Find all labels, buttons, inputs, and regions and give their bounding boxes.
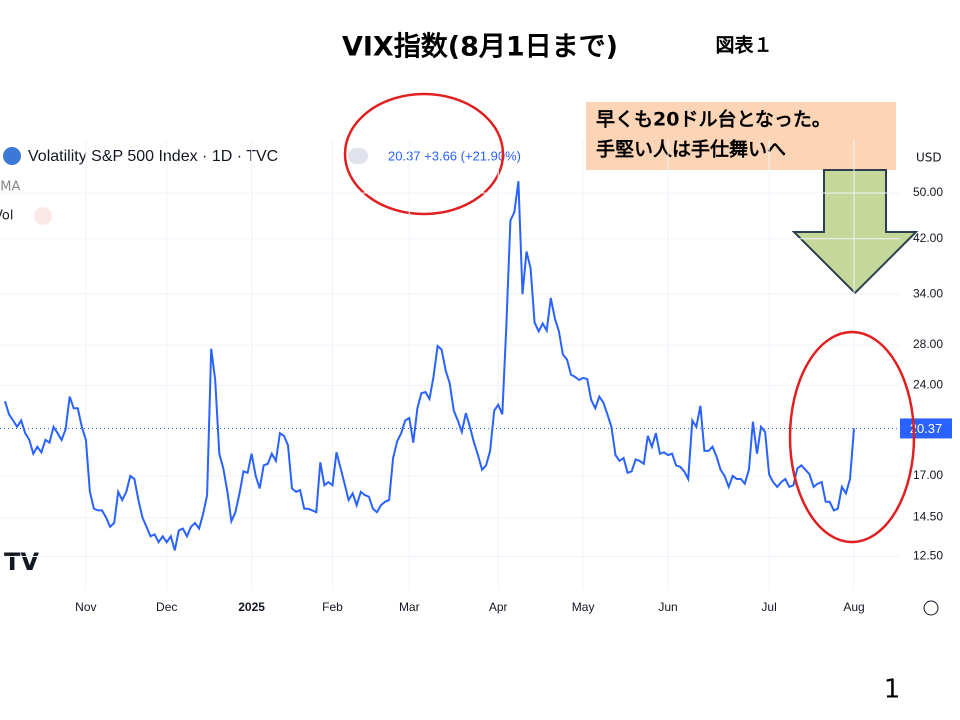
x-tick-label: Apr	[489, 600, 508, 614]
y-tick-label: 28.00	[913, 337, 943, 351]
y-tick-label: 42.00	[913, 231, 943, 245]
x-tick-label: 2025	[238, 600, 265, 614]
x-tick-label: Mar	[399, 600, 420, 614]
y-tick-label: 34.00	[913, 286, 943, 300]
x-tick-label: May	[572, 600, 595, 614]
x-tick-label: Jul	[761, 600, 776, 614]
currency[interactable]: USD	[916, 151, 942, 165]
x-tick-label: Jun	[658, 600, 677, 614]
logo: TV	[4, 548, 39, 576]
annotation-line: 手堅い人は手仕舞いへ	[596, 138, 786, 161]
x-tick-label: Feb	[322, 600, 343, 614]
price-line	[4, 181, 855, 551]
x-tick-label: Nov	[75, 600, 96, 614]
settings-icon[interactable]	[923, 600, 939, 616]
warning-icon	[34, 207, 52, 225]
y-tick-label: 12.50	[913, 549, 943, 563]
annotation-line: 早くも20ドル台となった。	[596, 108, 831, 131]
arrow	[791, 169, 919, 295]
indicator: Vol	[0, 209, 13, 224]
x-tick-label: Aug	[843, 600, 864, 614]
indicator: SMA	[0, 180, 20, 195]
flag-icon	[3, 147, 21, 165]
figure-label: 図表１	[715, 34, 772, 57]
x-tick-label: Dec	[156, 600, 177, 614]
highlight-circle	[788, 330, 916, 544]
y-tick-label: 14.50	[913, 510, 943, 524]
y-tick-label: 50.00	[913, 185, 943, 199]
last-price-label: 20.37	[910, 421, 943, 436]
y-tick-label: 17.00	[913, 468, 943, 482]
slide-title: VIX指数(8月1日まで)	[342, 32, 618, 63]
y-tick-label: 24.00	[913, 378, 943, 392]
toggle[interactable]	[348, 148, 368, 164]
legend-value: 20.37 +3.66 (+21.90%)	[388, 148, 521, 163]
highlight-circle	[343, 92, 505, 216]
annotation-box	[586, 102, 896, 170]
page-number: 1	[884, 675, 901, 705]
series-title: Volatility S&P 500 Index · 1D · TVC	[28, 148, 278, 165]
